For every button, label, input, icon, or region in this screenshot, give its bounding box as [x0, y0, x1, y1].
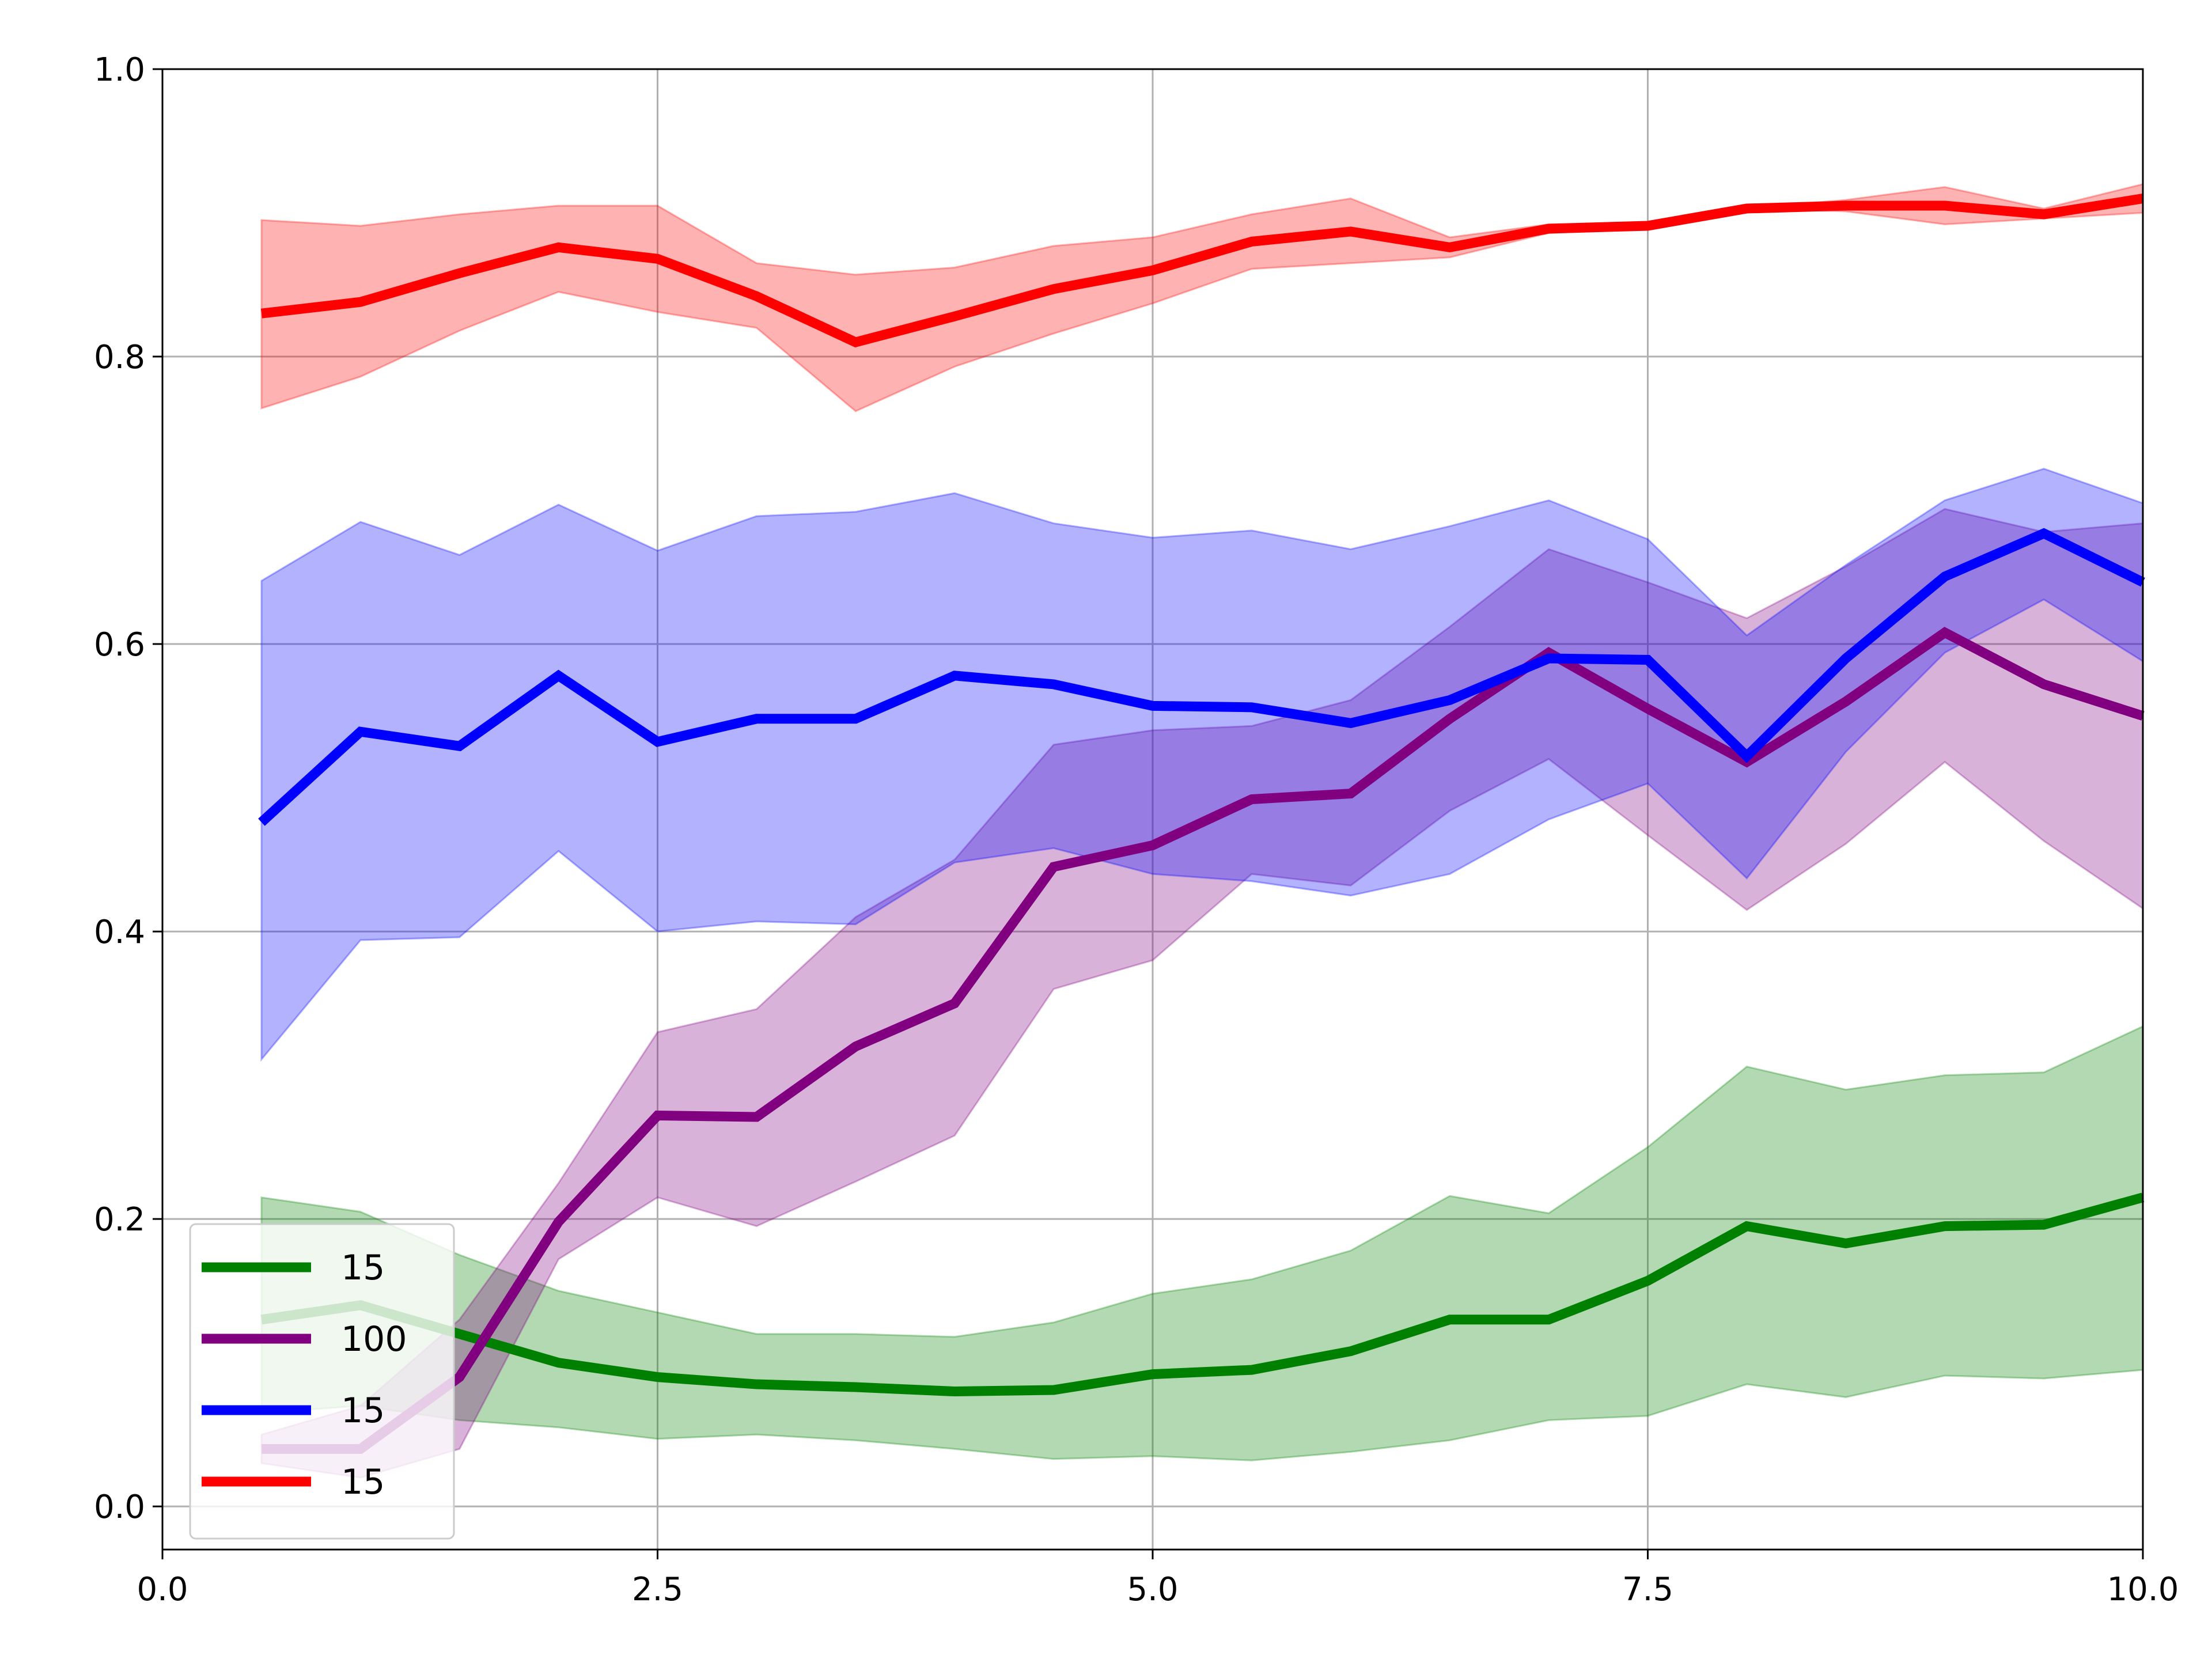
x-tick-label-4: 10.0	[2107, 1571, 2179, 1608]
series-line-1	[261, 627, 2145, 1454]
series-line-2	[258, 528, 2145, 826]
series-line-0	[260, 1192, 2145, 1397]
y-tick-label-3: 0.6	[94, 626, 145, 664]
legend-label-1: 100	[341, 1319, 407, 1359]
legend: 15 100 15 15	[189, 1223, 455, 1540]
legend-box	[189, 1223, 455, 1540]
x-tick-label-1: 2.5	[632, 1571, 683, 1608]
legend-label-0: 15	[341, 1248, 385, 1288]
y-tick-label-5: 1.0	[94, 51, 145, 89]
legend-label-3: 15	[341, 1462, 385, 1502]
confidence-bands	[260, 183, 2144, 1479]
axis-ticks: 0.0 2.5 5.0 7.5 10.0 0.0 0.2 0.4 0.6 0.8 1.0	[94, 51, 2179, 1608]
x-tick-label-0: 0.0	[137, 1571, 188, 1608]
x-tick-label-3: 7.5	[1622, 1571, 1673, 1608]
y-tick-label-0: 0.0	[94, 1488, 145, 1526]
legend-label-2: 15	[341, 1391, 385, 1431]
y-tick-label-1: 0.2	[94, 1201, 145, 1238]
x-tick-label-2: 5.0	[1127, 1571, 1178, 1608]
y-tick-label-2: 0.4	[94, 914, 145, 951]
y-tick-label-4: 0.8	[94, 339, 145, 376]
series-line-3	[260, 194, 2144, 348]
series-lines	[258, 194, 2145, 1454]
